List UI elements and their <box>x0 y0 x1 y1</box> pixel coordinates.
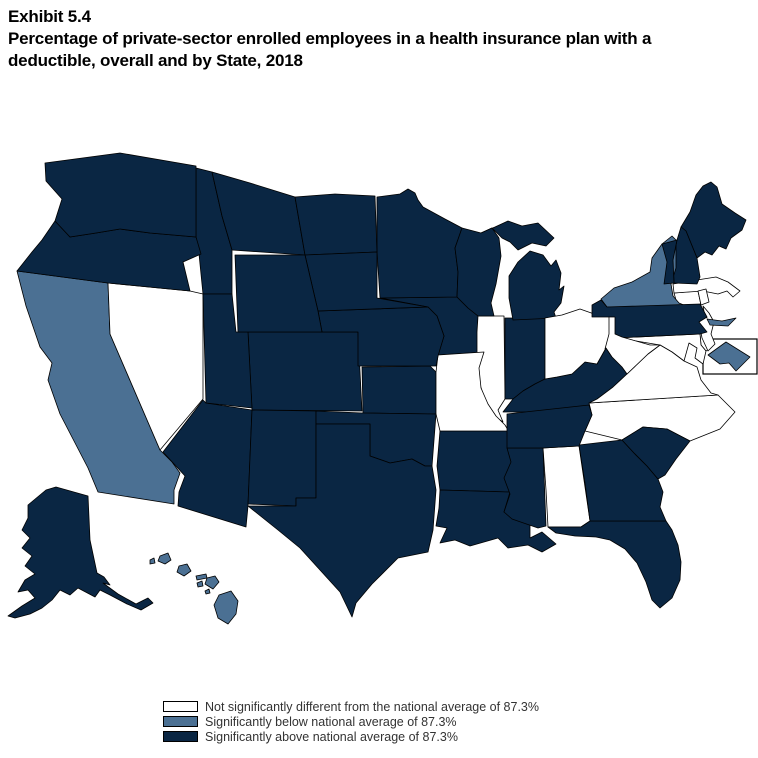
state-mi[interactable] <box>508 250 565 321</box>
state-vt[interactable] <box>661 239 678 285</box>
state-ks[interactable] <box>361 365 437 415</box>
state-hi[interactable] <box>204 575 220 590</box>
legend-swatch-not-different <box>163 701 198 712</box>
state-hi[interactable] <box>176 563 192 577</box>
legend-label-below: Significantly below national average of … <box>205 714 457 729</box>
state-ri[interactable] <box>697 288 710 306</box>
map-legend: Not significantly different from the nat… <box>163 699 539 744</box>
state-ny[interactable] <box>706 317 737 327</box>
legend-label-not-different: Not significantly different from the nat… <box>205 699 539 714</box>
state-ne[interactable] <box>317 306 445 367</box>
state-ak[interactable] <box>7 486 154 619</box>
legend-item-above: Significantly above national average of … <box>163 729 539 744</box>
state-me[interactable] <box>680 181 747 259</box>
state-fl[interactable] <box>547 520 682 609</box>
state-wy[interactable] <box>234 254 323 333</box>
legend-label-above: Significantly above national average of … <box>205 729 458 744</box>
state-dc[interactable] <box>707 341 751 372</box>
state-tx[interactable] <box>247 423 437 618</box>
legend-item-below: Significantly below national average of … <box>163 714 539 729</box>
state-hi[interactable] <box>213 590 239 625</box>
state-hi[interactable] <box>157 552 172 565</box>
state-co[interactable] <box>247 331 363 412</box>
state-tn[interactable] <box>506 404 593 449</box>
state-mi[interactable] <box>480 220 555 251</box>
state-mn[interactable] <box>376 188 463 299</box>
exhibit-header: Exhibit 5.4 Percentage of private-sector… <box>8 6 698 72</box>
exhibit-number: Exhibit 5.4 <box>8 7 91 26</box>
state-hi[interactable] <box>149 557 156 565</box>
legend-swatch-below <box>163 716 198 727</box>
state-md[interactable] <box>614 333 707 365</box>
state-wa[interactable] <box>44 152 197 238</box>
state-ms[interactable] <box>503 447 547 529</box>
legend-swatch-above <box>163 731 198 742</box>
state-wi[interactable] <box>454 227 502 317</box>
state-hi[interactable] <box>204 588 211 595</box>
page-title: Percentage of private-sector enrolled em… <box>8 29 652 70</box>
state-sc[interactable] <box>621 426 691 480</box>
state-hi[interactable] <box>196 580 204 588</box>
state-wv[interactable] <box>604 316 661 375</box>
state-nd[interactable] <box>294 193 378 256</box>
legend-item-not-different: Not significantly different from the nat… <box>163 699 539 714</box>
state-hi[interactable] <box>195 573 208 581</box>
state-nm[interactable] <box>247 409 317 507</box>
